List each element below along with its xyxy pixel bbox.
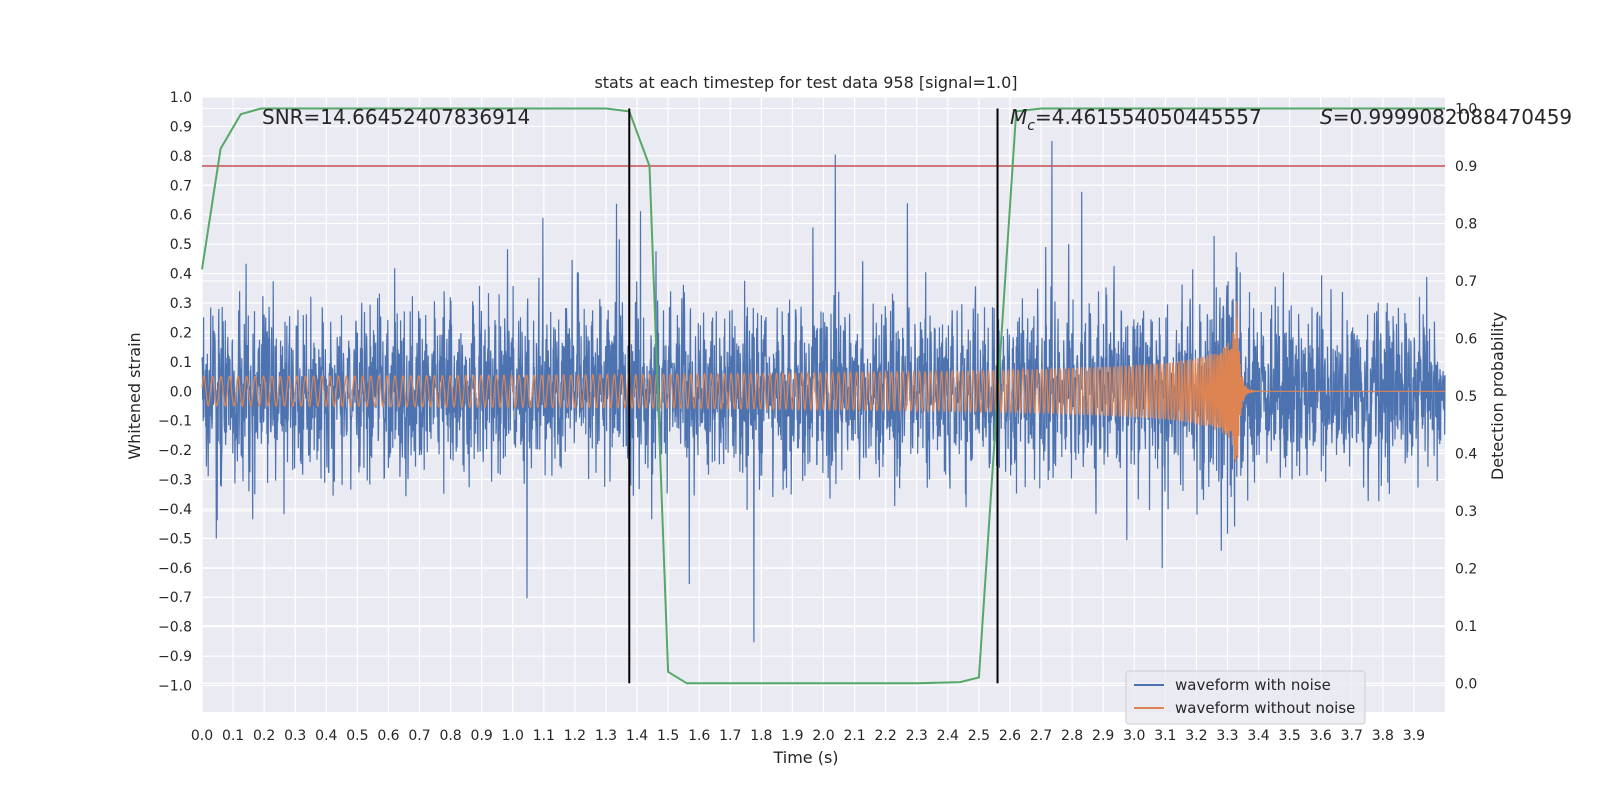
y-tick-label-7: 0.3 (170, 296, 192, 312)
chirp-mass-subscript: c (1027, 118, 1035, 134)
series-waveform-without-noise (201, 301, 1445, 462)
detection-probability-line (201, 107, 1445, 685)
y2-tick-label-10: 0.0 (1455, 676, 1477, 692)
x-tick-label-2.0: 2.0 (812, 728, 834, 744)
x-tick-label-3.3: 3.3 (1216, 728, 1238, 744)
x-tick-label-2.5: 2.5 (968, 728, 990, 744)
y-axis-ticks: 1.0 0.9 0.8 0.7 0.6 0.5 0.4 0.3 0.2 0.1 0.0 −0.1 −0.… (158, 90, 192, 695)
y-tick-label-18: −0.8 (158, 620, 192, 636)
y-tick-label-12: −0.2 (158, 443, 192, 459)
y-tick-label-1: 0.9 (170, 119, 192, 135)
y-tick-label-13: −0.3 (158, 473, 192, 489)
x-tick-label-3.1: 3.1 (1154, 728, 1176, 744)
y2-tick-label-8: 0.2 (1455, 561, 1477, 577)
legend-clean-label: waveform without noise (1175, 699, 1355, 717)
x-tick-label-0.8: 0.8 (439, 728, 461, 744)
y2-tick-label-6: 0.4 (1455, 446, 1477, 462)
waveform-without-noise-line (201, 301, 1445, 462)
legend-noise-label: waveform with noise (1175, 676, 1331, 694)
x-tick-label-1.4: 1.4 (626, 728, 648, 744)
y-tick-label-11: −0.1 (158, 414, 192, 430)
y-tick-label-2: 0.8 (170, 149, 192, 165)
x-tick-label-3.8: 3.8 (1372, 728, 1394, 744)
x-tick-label-1.5: 1.5 (657, 728, 679, 744)
x-tick-label-3.5: 3.5 (1278, 728, 1300, 744)
y-tick-label-16: −0.6 (158, 561, 192, 577)
snr-annotation: SNR=14.66452407836914 (262, 105, 530, 129)
x-tick-label-0.2: 0.2 (253, 728, 275, 744)
y2-tick-label-2: 0.8 (1455, 216, 1477, 232)
x-tick-label-3.7: 3.7 (1341, 728, 1363, 744)
y-tick-label-17: −0.7 (158, 590, 192, 606)
chart-title: stats at each timestep for test data 958… (594, 73, 1017, 92)
vertical-markers (628, 108, 999, 684)
y-tick-label-3: 0.7 (170, 178, 192, 194)
x-tick-label-0.0: 0.0 (191, 728, 213, 744)
signal-score-value: =0.9999082088470459 (1333, 105, 1572, 129)
x-tick-label-0.6: 0.6 (377, 728, 399, 744)
y2-tick-label-1: 0.9 (1455, 159, 1477, 175)
chirp-mass-symbol: M (1010, 105, 1027, 129)
y-tick-label-4: 0.6 (170, 208, 192, 224)
y-axis-label: Whitened strain (125, 332, 144, 459)
y-tick-label-15: −0.5 (158, 531, 192, 547)
x-tick-label-1.6: 1.6 (688, 728, 710, 744)
x-tick-label-0.9: 0.9 (471, 728, 493, 744)
signal-score-symbol: S (1320, 105, 1333, 129)
x-tick-label-2.4: 2.4 (937, 728, 959, 744)
x-tick-label-1.9: 1.9 (781, 728, 803, 744)
series-detection-probability (201, 107, 1445, 685)
x-tick-label-2.3: 2.3 (906, 728, 928, 744)
signal-score-annotation: S=0.9999082088470459 (1320, 105, 1572, 129)
x-tick-label-2.1: 2.1 (843, 728, 865, 744)
y-tick-label-14: −0.4 (158, 502, 192, 518)
x-tick-label-0.5: 0.5 (346, 728, 368, 744)
y-tick-label-10: 0.0 (170, 384, 192, 400)
y-tick-label-6: 0.4 (170, 267, 192, 283)
x-tick-label-1.2: 1.2 (564, 728, 586, 744)
x-tick-label-1.7: 1.7 (719, 728, 741, 744)
x-tick-label-2.6: 2.6 (999, 728, 1021, 744)
legend-box (1125, 670, 1366, 725)
x-tick-label-1.8: 1.8 (750, 728, 772, 744)
y2-axis-ticks: 1.0 0.9 0.8 0.7 0.6 0.5 0.4 0.3 0.2 0.1 0.0 (1455, 101, 1477, 692)
x-tick-label-0.4: 0.4 (315, 728, 337, 744)
x-tick-label-3.9: 3.9 (1403, 728, 1425, 744)
chirp-mass-value: =4.461554050445557 (1035, 105, 1262, 129)
y2-tick-label-9: 0.1 (1455, 619, 1477, 635)
y-tick-label-9: 0.1 (170, 355, 192, 371)
y-tick-label-5: 0.5 (170, 237, 192, 253)
x-tick-label-3.2: 3.2 (1185, 728, 1207, 744)
y2-axis-label: Detection probability (1488, 312, 1507, 480)
x-tick-label-0.1: 0.1 (222, 728, 244, 744)
x-tick-label-3.4: 3.4 (1247, 728, 1269, 744)
y-tick-label-19: −0.9 (158, 649, 192, 665)
x-tick-label-1.3: 1.3 (595, 728, 617, 744)
x-tick-label-1.1: 1.1 (533, 728, 555, 744)
y2-tick-label-5: 0.5 (1455, 389, 1477, 405)
chirp-mass-annotation: Mc=4.461554050445557 (1010, 105, 1262, 134)
x-tick-label-1.0: 1.0 (502, 728, 524, 744)
x-tick-label-2.9: 2.9 (1092, 728, 1114, 744)
x-tick-label-2.7: 2.7 (1030, 728, 1052, 744)
x-tick-label-0.7: 0.7 (408, 728, 430, 744)
y-tick-label-8: 0.2 (170, 325, 192, 341)
y2-tick-label-4: 0.6 (1455, 331, 1477, 347)
x-tick-label-2.8: 2.8 (1061, 728, 1083, 744)
x-axis-label: Time (s) (772, 748, 838, 767)
y-tick-label-20: −1.0 (158, 679, 192, 695)
y2-tick-label-7: 0.3 (1455, 504, 1477, 520)
x-tick-label-3.6: 3.6 (1310, 728, 1332, 744)
x-tick-label-3.0: 3.0 (1123, 728, 1145, 744)
y-tick-label-0: 1.0 (170, 90, 192, 106)
y2-tick-label-0: 1.0 (1455, 101, 1477, 117)
x-tick-label-2.2: 2.2 (875, 728, 897, 744)
y2-tick-label-3: 0.7 (1455, 274, 1477, 290)
x-axis-ticks: 0.0 0.1 0.2 0.3 0.4 0.5 0.6 0.7 0.8 0.9 1.0 1.1 1.2 1… (191, 728, 1425, 744)
x-tick-label-0.3: 0.3 (284, 728, 306, 744)
legend: waveform with noise waveform without noi… (1125, 670, 1366, 725)
